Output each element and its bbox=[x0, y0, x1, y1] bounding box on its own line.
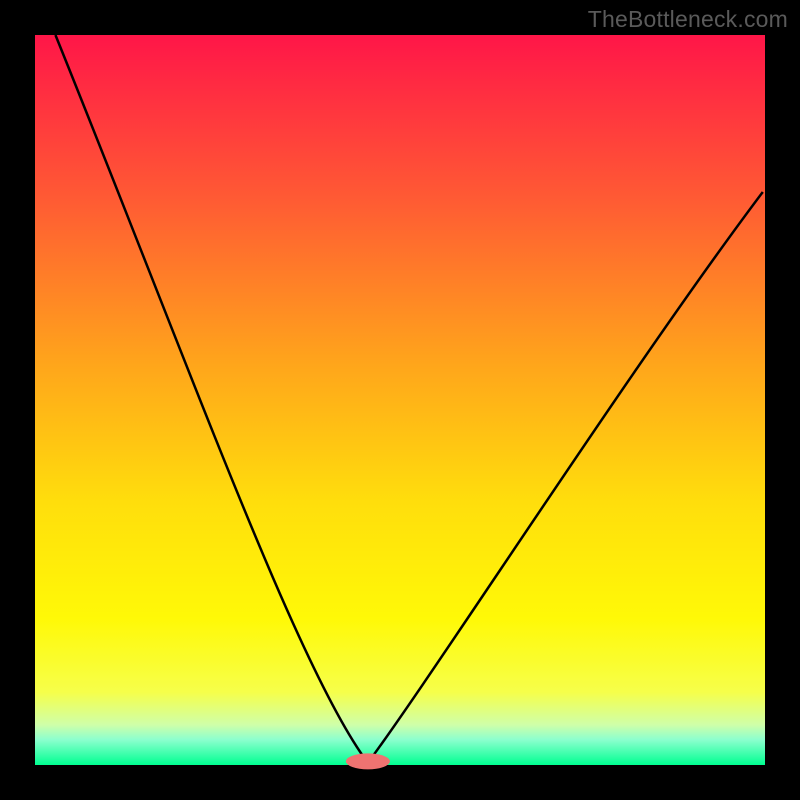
watermark-text: TheBottleneck.com bbox=[588, 6, 788, 33]
optimal-marker bbox=[346, 753, 390, 769]
plot-background bbox=[35, 35, 765, 765]
chart-container: TheBottleneck.com bbox=[0, 0, 800, 800]
bottleneck-curve-chart bbox=[0, 0, 800, 800]
